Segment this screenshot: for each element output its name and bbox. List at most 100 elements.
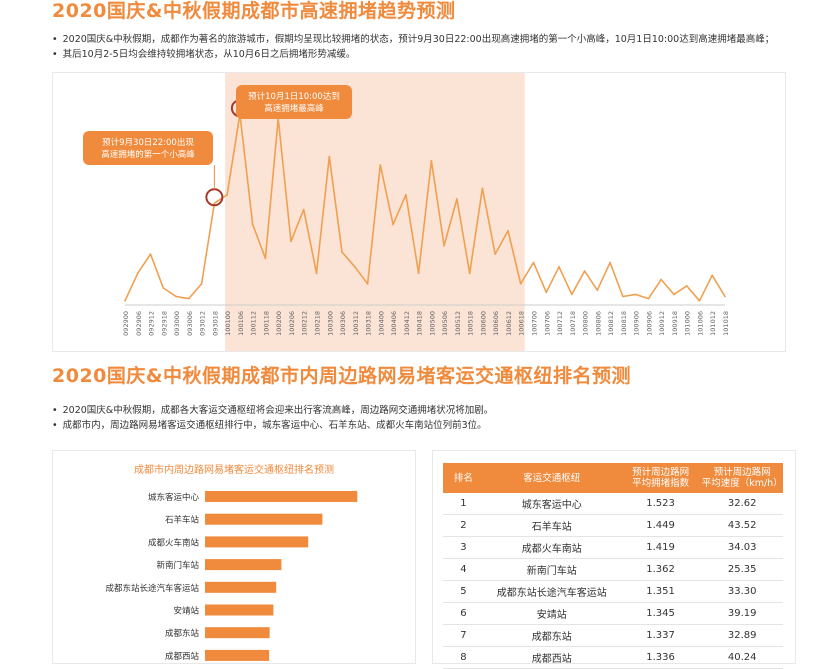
data-point (545, 291, 548, 294)
annotation-text: 高速拥堵最高峰 (264, 103, 324, 114)
section2-bullet-2: 成都市内，周边路网易堵客运交通枢纽排行中，城东客运中心、石羊东站、成都火车南站位… (52, 418, 493, 433)
data-point (136, 272, 139, 275)
bar-category-label: 石羊车站 (165, 515, 200, 526)
x-tick-label: 100300 (326, 311, 334, 336)
x-tick-label: 100506 (441, 311, 449, 336)
data-point (609, 261, 612, 264)
x-tick-label: 101006 (696, 311, 704, 336)
table-cell: 8 (443, 646, 484, 669)
x-tick-label: 100312 (352, 311, 360, 336)
annotation-callout (83, 131, 213, 165)
bar-category-label: 城东客运中心 (148, 492, 200, 503)
data-point (187, 297, 190, 300)
trend-chart-panel: 092900 092906 092912 092918 093000 093006 0930… (52, 72, 786, 352)
data-point (392, 223, 394, 226)
data-point (634, 293, 637, 296)
congestion-series-line (124, 113, 726, 302)
x-tick-label: 100200 (275, 311, 283, 336)
table-cell: 39.19 (701, 602, 783, 625)
data-point (264, 257, 267, 260)
ranking-table-panel: 排名 客运交通枢纽 预计周边路网 平均拥堵指数 预计周边路网 平均速度（km/h） 1 城… (432, 450, 796, 669)
data-point (404, 193, 407, 196)
x-tick-label: 100900 (633, 311, 641, 336)
data-point (711, 274, 714, 277)
table-cell: 1.449 (619, 514, 702, 537)
table-cell: 城东客运中心 (483, 493, 620, 515)
table-cell: 33.30 (701, 580, 783, 603)
data-point (583, 270, 586, 272)
table-cell: 3 (443, 536, 484, 559)
data-point (341, 251, 343, 253)
data-point (456, 198, 458, 200)
x-tick-label: 092912 (148, 311, 156, 336)
data-point (251, 223, 254, 226)
x-tick-label: 100812 (607, 311, 615, 336)
x-tick-label: 100118 (262, 311, 270, 336)
x-tick-label: 100606 (492, 311, 500, 336)
table-row: 1 城东客运中心 1.523 32.62 (443, 493, 783, 515)
section2-bullet-1: 2020国庆&中秋假期，成都各大客运交通枢纽将会迎来出行客流高峰，周边路网交通拥… (52, 403, 494, 418)
x-tick-label: 100600 (479, 311, 487, 336)
bar-category-label: 成都东站 (165, 628, 200, 639)
x-tick-label: 101012 (709, 311, 717, 336)
data-point (621, 295, 624, 298)
data-point (226, 193, 229, 196)
x-tick-label: 093012 (199, 311, 207, 336)
table-header-cell: 客运交通枢纽 (483, 463, 620, 493)
data-point (149, 253, 152, 256)
x-tick-label: 100206 (288, 311, 296, 336)
data-point (494, 253, 497, 256)
bar (205, 536, 309, 548)
x-tick-label: 093006 (186, 311, 194, 336)
table-header-cell: 排名 (443, 463, 484, 493)
table-row: 7 成都东站 1.337 32.89 (443, 624, 783, 647)
data-point (481, 187, 484, 190)
x-tick-label: 100912 (658, 311, 666, 336)
section1-bullets: 2020国庆&中秋假期，成都作为著名的旅游城市，假期均呈现比较拥堵的状态，预计9… (52, 32, 775, 62)
table-cell: 25.35 (701, 558, 783, 581)
x-tick-label: 100706 (543, 311, 551, 336)
table-cell: 4 (443, 558, 484, 581)
table-row: 8 成都西站 1.336 40.24 (443, 646, 783, 669)
ranking-bar-chart: 成都市内周边路网易堵客运交通枢纽排名预测城东客运中心石羊车站成都火车南站新南门车… (105, 463, 358, 662)
ranking-table: 排名 客运交通枢纽 预计周边路网 平均拥堵指数 预计周边路网 平均速度（km/h） 1 城… (443, 463, 783, 669)
data-point (162, 287, 165, 289)
data-point (200, 282, 203, 285)
table-header-cell: 预计周边路网 平均拥堵指数 (619, 463, 702, 493)
x-tick-label: 100106 (237, 311, 245, 336)
data-point (379, 164, 382, 166)
x-tick-label: 100100 (224, 311, 232, 336)
annotation-text: 高速拥堵的第一个小高峰 (101, 149, 195, 160)
table-row: 3 成都火车南站 1.419 34.03 (443, 536, 783, 559)
table-cell: 1.351 (619, 580, 702, 603)
data-point (647, 297, 650, 300)
x-tick-label: 100400 (377, 311, 385, 336)
x-tick-label: 092900 (122, 311, 130, 336)
bar (205, 559, 282, 571)
bar-category-label: 新南门车站 (156, 560, 199, 571)
data-point (124, 299, 126, 302)
table-cell: 1.345 (619, 602, 702, 625)
data-point (328, 155, 331, 158)
x-tick-label: 100712 (556, 311, 564, 336)
data-point (507, 229, 509, 232)
data-point (596, 289, 599, 292)
x-tick-label: 100500 (428, 311, 436, 336)
section1-title: 2020国庆&中秋假期成都市高速拥堵趋势预测 (52, 0, 456, 22)
data-point (660, 278, 663, 281)
data-point (685, 285, 688, 287)
data-point (724, 295, 726, 298)
data-point (673, 293, 675, 296)
x-tick-label: 100806 (594, 311, 602, 336)
table-row: 2 石羊车站 1.449 43.52 (443, 514, 783, 537)
table-cell: 1.337 (619, 624, 702, 647)
x-tick-label: 100618 (518, 311, 526, 336)
table-cell: 成都东站长途汽车客运站 (483, 580, 620, 603)
x-tick-label: 100612 (505, 311, 513, 336)
annotation-text: 预计9月30日22:00出现 (102, 137, 194, 148)
x-tick-label: 093018 (211, 311, 219, 336)
data-point (302, 208, 305, 211)
table-cell: 43.52 (701, 514, 783, 537)
table-cell: 1.336 (619, 646, 702, 669)
section1-bullet-1: 2020国庆&中秋假期，成都作为著名的旅游城市，假期均呈现比较拥堵的状态，预计9… (52, 32, 775, 47)
